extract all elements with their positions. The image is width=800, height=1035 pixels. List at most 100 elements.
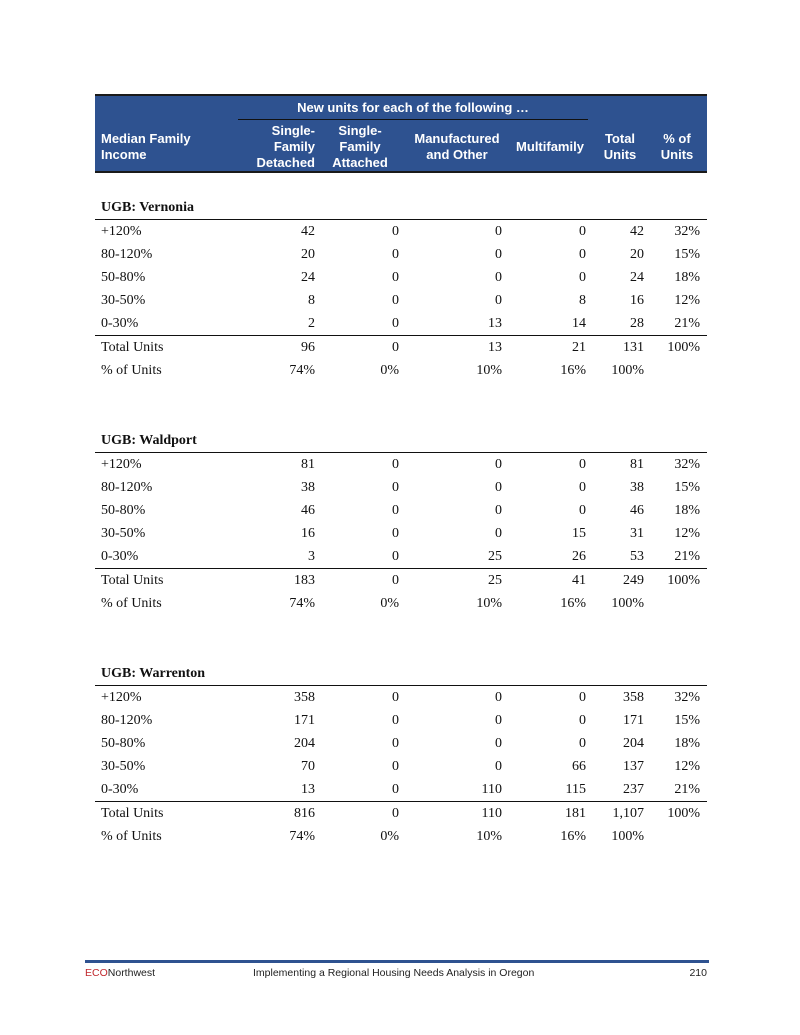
cell-value: 21%: [674, 316, 700, 331]
table-row: +120% 358 0 0 0 358 32%: [95, 686, 707, 709]
cell-value: 81: [630, 457, 644, 472]
cell-value: 32%: [674, 457, 700, 472]
cell-value: 0: [495, 270, 502, 285]
cell-value: 100%: [667, 340, 700, 355]
row-label: 0-30%: [101, 316, 139, 331]
footer-title: Implementing a Regional Housing Needs An…: [253, 967, 535, 979]
section-spacer: [95, 382, 707, 429]
section-title-text: UGB: Vernonia: [101, 200, 194, 215]
cell-value: 13: [488, 340, 502, 355]
row-label: % of Units: [101, 596, 162, 611]
cell-value: 25: [488, 549, 502, 564]
cell-value: 0: [495, 690, 502, 705]
cell-value: 70: [301, 759, 315, 774]
cell-value: 0: [392, 713, 399, 728]
cell-value: 0: [579, 270, 586, 285]
table-row: 50-80% 204 0 0 0 204 18%: [95, 732, 707, 755]
units-table: UGB: Vernonia +120% 42 0 0 0 42 32% 80-120% 20 0 0 0…: [95, 196, 707, 848]
cell-value: 171: [623, 713, 644, 728]
row-label: 0-30%: [101, 549, 139, 564]
total-row: Total Units 816 0 110 181 1,107 100%: [95, 801, 707, 825]
cell-value: 96: [301, 340, 315, 355]
section-title: UGB: Vernonia: [95, 196, 707, 220]
cell-value: 0: [495, 247, 502, 262]
cell-value: 10%: [476, 596, 502, 611]
row-label: 50-80%: [101, 736, 146, 751]
cell-value: 0: [392, 247, 399, 262]
cell-value: 15: [572, 526, 586, 541]
cell-value: 0: [495, 736, 502, 751]
cell-value: 0: [495, 503, 502, 518]
cell-value: 16%: [560, 829, 586, 844]
table-row: 30-50% 70 0 0 66 137 12%: [95, 755, 707, 778]
table-header: New units for each of the following … Me…: [95, 94, 707, 173]
table-row: 50-80% 46 0 0 0 46 18%: [95, 499, 707, 522]
cell-value: 46: [301, 503, 315, 518]
table-row: 0-30% 13 0 110 115 237 21%: [95, 778, 707, 801]
cell-value: 110: [481, 782, 502, 797]
row-label: 80-120%: [101, 713, 153, 728]
cell-value: 14: [572, 316, 586, 331]
page-number: 210: [689, 967, 707, 979]
cell-value: 0: [392, 736, 399, 751]
cell-value: 100%: [611, 363, 644, 378]
cell-value: 358: [294, 690, 315, 705]
cell-value: 24: [630, 270, 644, 285]
cell-value: 100%: [611, 829, 644, 844]
cell-value: 16: [630, 293, 644, 308]
pct-row: % of Units 74% 0% 10% 16% 100%: [95, 825, 707, 848]
header-group-label: New units for each of the following …: [297, 100, 529, 115]
cell-value: 115: [565, 782, 586, 797]
cell-value: 204: [294, 736, 315, 751]
pct-row: % of Units 74% 0% 10% 16% 100%: [95, 592, 707, 615]
cell-value: 38: [630, 480, 644, 495]
row-label: % of Units: [101, 829, 162, 844]
cell-value: 38: [301, 480, 315, 495]
cell-value: 26: [572, 549, 586, 564]
cell-value: 66: [572, 759, 586, 774]
cell-value: 16%: [560, 363, 586, 378]
cell-value: 16: [301, 526, 315, 541]
cell-value: 8: [579, 293, 586, 308]
cell-value: 100%: [611, 596, 644, 611]
cell-value: 358: [623, 690, 644, 705]
footer-brand: ECONorthwest: [85, 967, 156, 979]
cell-value: 0: [495, 293, 502, 308]
cell-value: 0: [579, 736, 586, 751]
cell-value: 21%: [674, 549, 700, 564]
cell-value: 0%: [380, 363, 399, 378]
cell-value: 74%: [289, 829, 315, 844]
cell-value: 0: [392, 480, 399, 495]
cell-value: 0: [392, 503, 399, 518]
cell-value: 18%: [674, 270, 700, 285]
cell-value: 0: [495, 457, 502, 472]
cell-value: 10%: [476, 829, 502, 844]
row-label: 50-80%: [101, 270, 146, 285]
cell-value: 0: [579, 224, 586, 239]
table-row: 0-30% 2 0 13 14 28 21%: [95, 312, 707, 335]
cell-value: 100%: [667, 806, 700, 821]
cell-value: 0: [579, 480, 586, 495]
cell-value: 171: [294, 713, 315, 728]
section-title-text: UGB: Waldport: [101, 433, 197, 448]
cell-value: 41: [572, 573, 586, 588]
cell-value: 237: [623, 782, 644, 797]
row-label: Total Units: [101, 806, 164, 821]
table-row: +120% 81 0 0 0 81 32%: [95, 453, 707, 476]
cell-value: 31: [630, 526, 644, 541]
header-sf-attached: Single- Family Attached: [332, 123, 388, 170]
table-row: 80-120% 171 0 0 0 171 15%: [95, 709, 707, 732]
table-row: 30-50% 8 0 0 8 16 12%: [95, 289, 707, 312]
cell-value: 12%: [674, 293, 700, 308]
cell-value: 18%: [674, 503, 700, 518]
header-multifamily: Multifamily: [516, 139, 584, 154]
cell-value: 816: [294, 806, 315, 821]
total-row: Total Units 96 0 13 21 131 100%: [95, 335, 707, 359]
header-pct-units: % of Units: [660, 131, 694, 162]
cell-value: 183: [294, 573, 315, 588]
cell-value: 100%: [667, 573, 700, 588]
cell-value: 0: [579, 713, 586, 728]
cell-value: 16%: [560, 596, 586, 611]
cell-value: 13: [488, 316, 502, 331]
